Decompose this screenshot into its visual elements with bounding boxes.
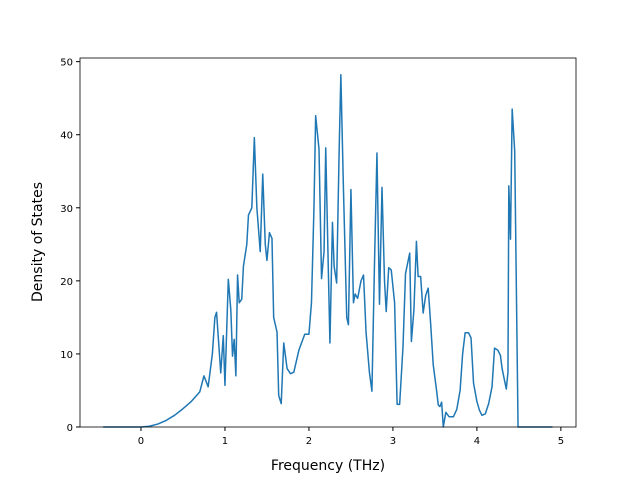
x-axis-label: Frequency (THz) bbox=[271, 458, 385, 474]
y-tick-label: 0 bbox=[67, 423, 73, 434]
plot-frame bbox=[79, 57, 577, 428]
line bbox=[103, 74, 553, 428]
x-tick-label: 3 bbox=[390, 436, 396, 447]
x-tick-label: 0 bbox=[138, 436, 144, 447]
x-tick-label: 4 bbox=[474, 436, 480, 447]
y-axis-label: Density of States bbox=[30, 182, 46, 302]
y-tick-label: 10 bbox=[60, 350, 73, 361]
x-tick-label: 1 bbox=[222, 436, 228, 447]
y-tick-label: 50 bbox=[60, 58, 73, 69]
x-tick-label: 2 bbox=[306, 436, 312, 447]
y-tick-label: 20 bbox=[60, 277, 73, 288]
y-tick-label: 40 bbox=[60, 131, 73, 142]
x-tick-label: 5 bbox=[558, 436, 564, 447]
y-tick-label: 30 bbox=[60, 204, 73, 215]
